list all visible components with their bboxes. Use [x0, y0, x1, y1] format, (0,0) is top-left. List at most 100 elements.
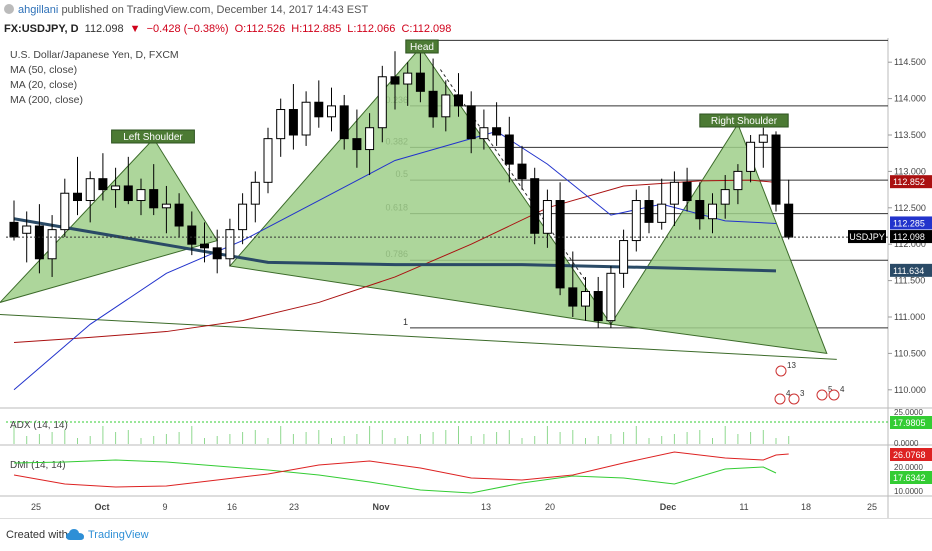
candle-bear: [98, 178, 108, 191]
down-arrow-icon: ▼: [129, 23, 141, 35]
dmi-plus-value: 17.6342: [893, 473, 926, 483]
event-marker-count: 3: [800, 389, 805, 398]
candle-bull: [301, 101, 311, 136]
dmi-plus-box: [890, 471, 932, 484]
candle-bear: [784, 203, 794, 238]
instrument-label: U.S. Dollar/Japanese Yen, D, FXCM: [10, 49, 179, 61]
legend-ma-50[interactable]: MA (50, close): [10, 64, 78, 76]
adx-value-box: [890, 416, 932, 429]
dmi-tick-label: 20.0000: [894, 463, 923, 472]
candle-bull: [669, 181, 679, 205]
time-tick-label: 9: [162, 502, 167, 512]
candle-bull: [746, 141, 756, 172]
candle-bear: [568, 287, 578, 307]
candle-bull: [238, 203, 248, 231]
price-tick-label: 113.000: [894, 166, 926, 176]
candle-bull: [263, 138, 273, 183]
published-text: published on TradingView.com, December 1…: [61, 4, 369, 16]
author-avatar: [4, 4, 14, 14]
candle-bull: [708, 203, 717, 220]
candle-bull: [276, 109, 286, 140]
event-marker-count: 4: [786, 389, 791, 398]
price-chart[interactable]: 114.500 114.000 113.500 113.000 112.500 112.0…: [0, 38, 932, 518]
candle-bull: [250, 181, 260, 205]
footer: Created with TradingView: [0, 518, 932, 551]
candle-bear: [149, 189, 159, 209]
dmi-label: DMI (14, 14): [10, 460, 66, 471]
price-tick-label: 110.000: [894, 385, 926, 395]
legend-ma-20[interactable]: MA (20, close): [10, 79, 78, 91]
candle-bear: [644, 200, 654, 223]
dmi-minus-value: 26.0768: [893, 450, 926, 460]
candle-bear: [314, 101, 324, 118]
candle-bear: [555, 200, 565, 289]
time-tick-label: Dec: [660, 502, 677, 512]
time-tick-label: Oct: [94, 502, 109, 512]
candle-bear: [517, 163, 527, 180]
time-tick-label: 18: [801, 502, 811, 512]
price-tick-label: 114.000: [894, 94, 926, 104]
candle-bear: [682, 181, 692, 202]
symbol-tag-box: [848, 230, 886, 244]
head-triangle: [228, 46, 612, 325]
open-price: O:112.526: [234, 23, 286, 35]
legend-ma-200[interactable]: MA (200, close): [10, 94, 83, 106]
price-change: −0.428 (−0.38%): [146, 23, 229, 35]
right-shoulder-label-box: [699, 113, 789, 128]
adx-label: ADX (14, 14): [10, 420, 68, 431]
price-tag-box: [890, 263, 932, 277]
candle-bear: [73, 192, 82, 202]
candle-bull: [631, 200, 641, 242]
right-shoulder-triangle: [610, 122, 828, 355]
event-marker: [775, 365, 787, 377]
publish-info: ahgillani published on TradingView.com, …: [18, 0, 368, 20]
candle-bull: [47, 229, 57, 260]
left-shoulder-label: Left Shoulder: [123, 132, 183, 143]
price-tag: 112.852: [893, 177, 925, 187]
candle-bull: [403, 72, 413, 85]
price-tag-box: [890, 230, 932, 244]
created-with-label: Created with: [6, 529, 68, 541]
tradingview-brand-link[interactable]: TradingView: [88, 529, 149, 541]
price-tick-label: 112.000: [894, 239, 926, 249]
author-link[interactable]: ahgillani: [18, 4, 59, 16]
dmi-tick-label: 10.0000: [894, 487, 923, 496]
ma-50-line: [13, 179, 777, 343]
price-tag: 112.098: [893, 232, 925, 242]
adx-tick-label: 25.0000: [894, 408, 923, 417]
low-price: L:112.066: [347, 23, 396, 35]
time-tick-label: 11: [739, 502, 748, 512]
candle-bull: [542, 200, 552, 234]
time-tick-label: Nov: [372, 502, 389, 512]
symbol-label[interactable]: FX:USDJPY, D: [4, 23, 79, 35]
candle-bear: [428, 90, 438, 118]
tradingview-logo-icon: [66, 529, 84, 540]
fib-level-label: 1: [403, 317, 408, 327]
candle-bear: [771, 134, 781, 205]
event-marker-count: 5: [828, 385, 833, 394]
left-shoulder-label-box: [111, 129, 195, 144]
price-tag-box: [890, 216, 932, 230]
candle-bull: [657, 203, 667, 223]
time-tick-label: 25: [867, 502, 877, 512]
candle-bear: [454, 94, 463, 107]
candle-bear: [9, 221, 19, 238]
price-tick-label: 113.500: [894, 130, 926, 140]
price-tag: 112.285: [893, 218, 925, 228]
head-trend-line: [439, 69, 586, 281]
candle-bear: [415, 72, 425, 92]
symbol-tag: USDJPY: [849, 232, 885, 242]
candle-bear: [466, 105, 476, 140]
candle-bull: [136, 189, 146, 202]
time-tick-label: 20: [545, 502, 555, 512]
candle-bear: [352, 138, 362, 151]
time-tick-label: 16: [227, 502, 237, 512]
candle-bear: [695, 200, 705, 220]
head-label-box: [405, 39, 439, 54]
candle-bear: [200, 243, 209, 249]
publish-header: ahgillani published on TradingView.com, …: [0, 0, 932, 20]
candle-bull: [60, 192, 70, 231]
candle-bull: [327, 105, 336, 118]
candle-bull: [85, 178, 95, 202]
event-marker-count: 13: [787, 361, 796, 370]
